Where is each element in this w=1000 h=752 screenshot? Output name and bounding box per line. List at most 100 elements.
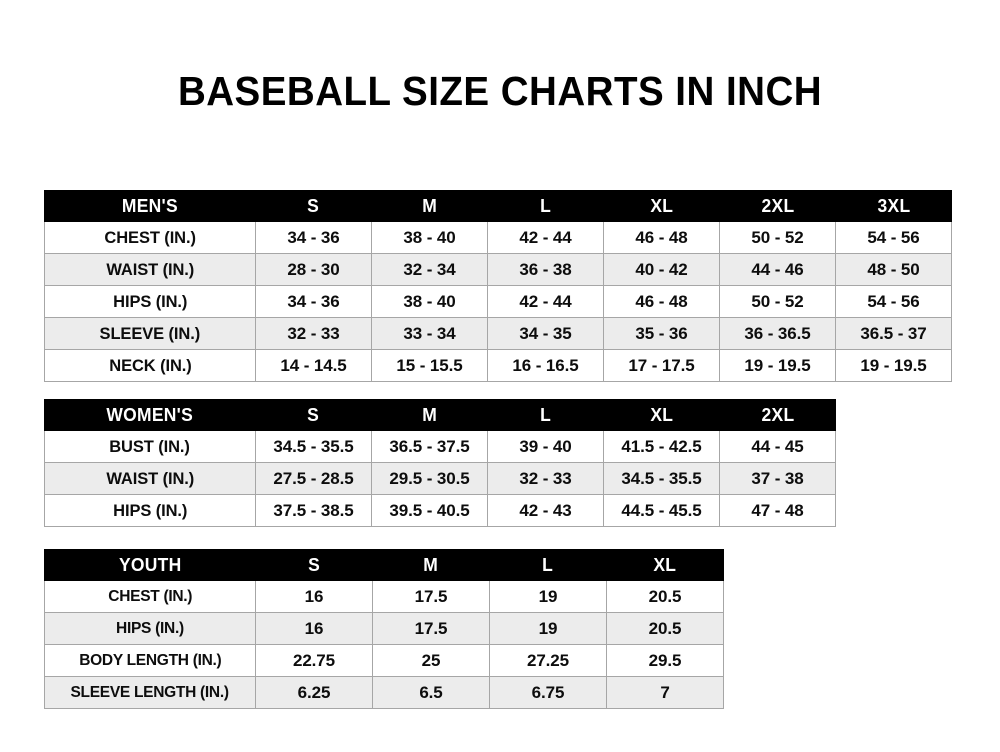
table-row: NECK (IN.) 14 - 14.5 15 - 15.5 16 - 16.5 17 … [44,349,952,382]
womens-size-chart: WOMEN'S S M L XL 2XL BUST (IN.) 34.5 - 35.5 36.5… [44,399,836,527]
womens-table: WOMEN'S S M L XL 2XL BUST (IN.) 34.5 - 35.5 36.5… [44,399,836,527]
measurement-cell: 19 [489,612,607,645]
womens-header-row: WOMEN'S S M L XL 2XL [44,399,836,431]
measurement-cell: 32 - 34 [371,253,488,286]
measurement-cell: 19 [489,580,607,613]
womens-size-header-2xl: 2XL [719,399,836,431]
table-row: WAIST (IN.) 28 - 30 32 - 34 36 - 38 40 - 42 4… [44,253,952,286]
measurement-cell: 42 - 43 [487,494,604,527]
youth-header-row: YOUTH S M L XL [44,549,724,581]
womens-size-header-s: S [255,399,372,431]
measurement-cell: 28 - 30 [255,253,372,286]
youth-size-header-xl: XL [606,549,724,581]
womens-category-header: WOMEN'S [44,399,256,431]
measurement-cell: 39 - 40 [487,430,604,463]
mens-row-label: WAIST (IN.) [44,253,256,286]
measurement-cell: 44 - 46 [719,253,836,286]
measurement-cell: 17.5 [372,580,490,613]
measurement-cell: 34 - 36 [255,285,372,318]
mens-category-header: MEN'S [44,190,256,222]
measurement-cell: 19 - 19.5 [835,349,952,382]
measurement-cell: 32 - 33 [255,317,372,350]
measurement-cell: 36.5 - 37.5 [371,430,488,463]
mens-row-label: NECK (IN.) [44,349,256,382]
mens-size-header-2xl: 2XL [719,190,836,222]
measurement-cell: 35 - 36 [603,317,720,350]
measurement-cell: 34 - 35 [487,317,604,350]
measurement-cell: 6.25 [255,676,373,709]
table-row: CHEST (IN.) 34 - 36 38 - 40 42 - 44 46 - 48 5… [44,221,952,254]
measurement-cell: 33 - 34 [371,317,488,350]
measurement-cell: 20.5 [606,580,724,613]
youth-row-label: CHEST (IN.) [44,580,256,613]
measurement-cell: 27.25 [489,644,607,677]
measurement-cell: 37.5 - 38.5 [255,494,372,527]
measurement-cell: 50 - 52 [719,285,836,318]
measurement-cell: 41.5 - 42.5 [603,430,720,463]
youth-size-header-s: S [255,549,373,581]
mens-table: MEN'S S M L XL 2XL 3XL CHEST (IN.) 34 - 36 38 - 4… [44,190,952,382]
measurement-cell: 48 - 50 [835,253,952,286]
measurement-cell: 25 [372,644,490,677]
measurement-cell: 7 [606,676,724,709]
womens-size-header-m: M [371,399,488,431]
measurement-cell: 46 - 48 [603,221,720,254]
table-row: HIPS (IN.) 37.5 - 38.5 39.5 - 40.5 42 - 43 4… [44,494,836,527]
measurement-cell: 36 - 36.5 [719,317,836,350]
table-row: WAIST (IN.) 27.5 - 28.5 29.5 - 30.5 32 - 33… [44,462,836,495]
measurement-cell: 20.5 [606,612,724,645]
youth-row-label: BODY LENGTH (IN.) [44,644,256,677]
measurement-cell: 22.75 [255,644,373,677]
mens-header-row: MEN'S S M L XL 2XL 3XL [44,190,952,222]
womens-row-label: WAIST (IN.) [44,462,256,495]
measurement-cell: 46 - 48 [603,285,720,318]
measurement-cell: 19 - 19.5 [719,349,836,382]
mens-size-chart: MEN'S S M L XL 2XL 3XL CHEST (IN.) 34 - 36 38 - 4… [44,190,952,382]
measurement-cell: 50 - 52 [719,221,836,254]
mens-row-label: SLEEVE (IN.) [44,317,256,350]
table-row: BODY LENGTH (IN.) 22.75 25 27.25 29.5 [44,644,724,677]
measurement-cell: 34 - 36 [255,221,372,254]
mens-row-label: HIPS (IN.) [44,285,256,318]
table-row: HIPS (IN.) 16 17.5 19 20.5 [44,612,724,645]
youth-row-label: SLEEVE LENGTH (IN.) [44,676,256,709]
measurement-cell: 44.5 - 45.5 [603,494,720,527]
womens-size-header-l: L [487,399,604,431]
measurement-cell: 27.5 - 28.5 [255,462,372,495]
measurement-cell: 14 - 14.5 [255,349,372,382]
youth-size-header-m: M [372,549,490,581]
youth-row-label: HIPS (IN.) [44,612,256,645]
measurement-cell: 44 - 45 [719,430,836,463]
measurement-cell: 6.5 [372,676,490,709]
mens-size-header-3xl: 3XL [835,190,952,222]
table-row: CHEST (IN.) 16 17.5 19 20.5 [44,580,724,613]
table-row: SLEEVE LENGTH (IN.) 6.25 6.5 6.75 7 [44,676,724,709]
measurement-cell: 29.5 - 30.5 [371,462,488,495]
youth-table: YOUTH S M L XL CHEST (IN.) 16 17.5 19 20.5 HIPS (I… [44,549,724,709]
measurement-cell: 16 - 16.5 [487,349,604,382]
youth-category-header: YOUTH [44,549,256,581]
mens-size-header-m: M [371,190,488,222]
table-row: HIPS (IN.) 34 - 36 38 - 40 42 - 44 46 - 48 50… [44,285,952,318]
table-row: SLEEVE (IN.) 32 - 33 33 - 34 34 - 35 35 - 36… [44,317,952,350]
measurement-cell: 42 - 44 [487,285,604,318]
mens-size-header-xl: XL [603,190,720,222]
mens-row-label: CHEST (IN.) [44,221,256,254]
measurement-cell: 29.5 [606,644,724,677]
measurement-cell: 34.5 - 35.5 [255,430,372,463]
womens-row-label: HIPS (IN.) [44,494,256,527]
womens-size-header-xl: XL [603,399,720,431]
measurement-cell: 34.5 - 35.5 [603,462,720,495]
measurement-cell: 39.5 - 40.5 [371,494,488,527]
measurement-cell: 47 - 48 [719,494,836,527]
measurement-cell: 38 - 40 [371,221,488,254]
measurement-cell: 54 - 56 [835,221,952,254]
measurement-cell: 54 - 56 [835,285,952,318]
youth-size-header-l: L [489,549,607,581]
measurement-cell: 17.5 [372,612,490,645]
mens-size-header-s: S [255,190,372,222]
measurement-cell: 17 - 17.5 [603,349,720,382]
measurement-cell: 16 [255,612,373,645]
measurement-cell: 37 - 38 [719,462,836,495]
